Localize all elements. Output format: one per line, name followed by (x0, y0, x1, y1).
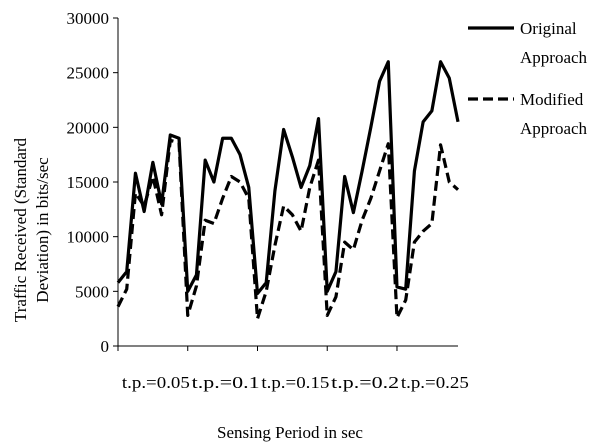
legend-label-modified-line-2: Approach (520, 119, 588, 138)
x-group-label-0: t.p.=0.05 (122, 373, 190, 392)
series-line-original (116, 60, 460, 296)
x-group-label-3: t.p.=0.2 (331, 373, 399, 392)
legend: Original Approach Modified Approach (468, 19, 588, 138)
y-tick-label-5: 25000 (67, 64, 110, 83)
y-tick-label-1: 5000 (75, 282, 109, 301)
x-group-label-2: t.p.=0.15 (261, 373, 329, 392)
y-tick-label-6: 30000 (67, 9, 110, 28)
y-axis-ticks (113, 17, 118, 347)
y-tick-label-3: 15000 (67, 173, 110, 192)
series-layer (116, 60, 460, 321)
x-group-label-4: t.p.=0.25 (401, 373, 469, 392)
series-line-modified (116, 138, 460, 321)
y-tick-label-2: 10000 (67, 228, 110, 247)
y-tick-label-4: 20000 (67, 118, 110, 137)
x-axis-label: Sensing Period in sec (217, 423, 363, 442)
x-axis-group-labels: t.p.=0.05 t.p.=0.1 t.p.=0.15 t.p.=0.2 t.p.=0… (122, 373, 469, 392)
y-tick-label-0: 0 (101, 337, 110, 356)
y-axis-label-line-2: Deviation) in bits/sec (33, 157, 52, 303)
y-axis-label-line-1: Traffic Received (Standard (11, 137, 30, 322)
legend-label-original-line-1: Original (520, 19, 577, 38)
x-axis-ticks (117, 346, 398, 351)
legend-label-original-line-2: Approach (520, 48, 588, 67)
y-axis-tick-labels: 0 5000 10000 15000 20000 25000 30000 (67, 9, 110, 356)
legend-label-modified-line-1: Modified (520, 90, 584, 109)
x-group-label-1: t.p.=0.1 (192, 373, 260, 392)
